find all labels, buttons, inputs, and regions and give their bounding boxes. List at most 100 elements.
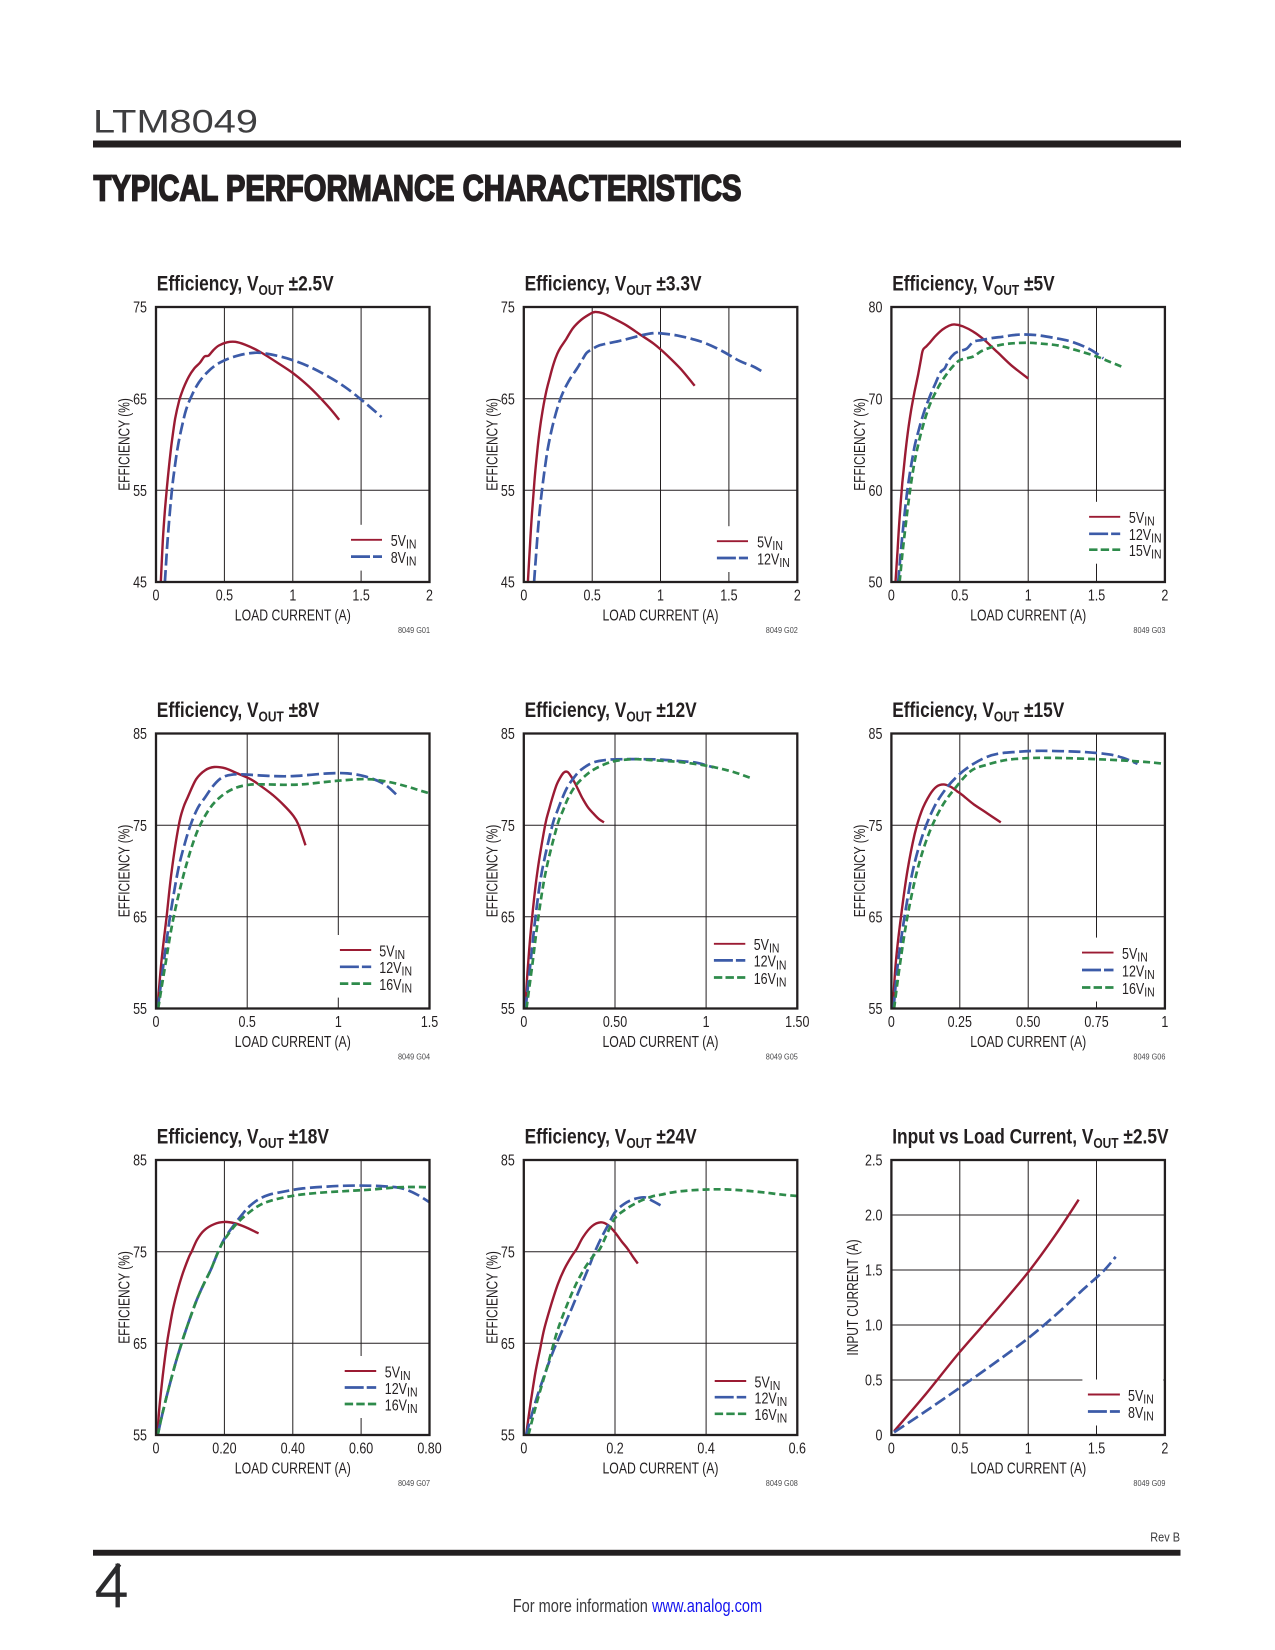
svg-text:1.5: 1.5 bbox=[720, 586, 738, 604]
svg-text:0: 0 bbox=[153, 1439, 160, 1457]
svg-text:85: 85 bbox=[133, 725, 147, 743]
svg-text:OUT: OUT bbox=[626, 709, 651, 725]
svg-text:1.0: 1.0 bbox=[865, 1316, 883, 1334]
svg-text:0.60: 0.60 bbox=[349, 1439, 373, 1457]
svg-text:65: 65 bbox=[869, 908, 883, 926]
svg-text:12V: 12V bbox=[757, 550, 780, 568]
svg-text:1.5: 1.5 bbox=[1088, 1439, 1106, 1457]
svg-text:1.5: 1.5 bbox=[1088, 586, 1106, 604]
svg-text:16V: 16V bbox=[385, 1396, 408, 1414]
svg-text:65: 65 bbox=[501, 908, 515, 926]
svg-text:75: 75 bbox=[501, 816, 515, 834]
svg-text:12V: 12V bbox=[385, 1379, 408, 1397]
svg-text:5V: 5V bbox=[1129, 509, 1145, 527]
svg-text:Efficiency, V: Efficiency, V bbox=[157, 273, 259, 296]
svg-text:8049 G07: 8049 G07 bbox=[398, 1479, 430, 1489]
svg-text:±3.3V: ±3.3V bbox=[656, 273, 701, 296]
svg-text:5V: 5V bbox=[755, 1373, 771, 1391]
svg-text:85: 85 bbox=[501, 1151, 515, 1169]
svg-text:EFFICIENCY (%): EFFICIENCY (%) bbox=[850, 825, 868, 918]
svg-text:65: 65 bbox=[133, 390, 147, 408]
svg-text:LOAD CURRENT (A): LOAD CURRENT (A) bbox=[970, 1033, 1086, 1051]
svg-text:2.5: 2.5 bbox=[865, 1151, 883, 1169]
svg-text:±18V: ±18V bbox=[289, 1126, 329, 1149]
svg-text:LOAD CURRENT (A): LOAD CURRENT (A) bbox=[235, 1033, 351, 1051]
svg-text:0.5: 0.5 bbox=[239, 1013, 257, 1031]
svg-text:0.2: 0.2 bbox=[606, 1439, 624, 1457]
svg-text:OUT: OUT bbox=[994, 282, 1019, 298]
svg-text:IN: IN bbox=[407, 1401, 417, 1416]
svg-text:2: 2 bbox=[426, 586, 433, 604]
svg-text:Efficiency, V: Efficiency, V bbox=[525, 1126, 627, 1149]
svg-text:0.5: 0.5 bbox=[216, 586, 234, 604]
svg-text:8049 G04: 8049 G04 bbox=[398, 1052, 431, 1062]
svg-text:0.20: 0.20 bbox=[212, 1439, 236, 1457]
svg-text:±8V: ±8V bbox=[289, 700, 320, 723]
svg-text:1: 1 bbox=[289, 586, 296, 604]
svg-text:LOAD CURRENT (A): LOAD CURRENT (A) bbox=[235, 606, 351, 624]
svg-text:0: 0 bbox=[888, 1013, 895, 1031]
svg-text:LOAD CURRENT (A): LOAD CURRENT (A) bbox=[235, 1459, 351, 1477]
svg-text:LOAD CURRENT (A): LOAD CURRENT (A) bbox=[970, 606, 1086, 624]
svg-text:IN: IN bbox=[400, 1368, 410, 1383]
svg-text:65: 65 bbox=[501, 1335, 515, 1353]
svg-text:0.80: 0.80 bbox=[417, 1439, 441, 1457]
svg-text:75: 75 bbox=[501, 1243, 515, 1261]
svg-text:55: 55 bbox=[133, 1426, 147, 1444]
svg-text:1: 1 bbox=[335, 1013, 342, 1031]
svg-text:IN: IN bbox=[1151, 546, 1161, 561]
svg-text:0.25: 0.25 bbox=[948, 1013, 972, 1031]
svg-text:8V: 8V bbox=[391, 549, 407, 567]
svg-text:IN: IN bbox=[402, 980, 412, 995]
svg-text:75: 75 bbox=[133, 298, 147, 316]
svg-text:5V: 5V bbox=[757, 533, 773, 551]
svg-text:16V: 16V bbox=[754, 969, 777, 987]
svg-text:1: 1 bbox=[1025, 1439, 1032, 1457]
svg-text:1: 1 bbox=[703, 1013, 710, 1031]
svg-text:IN: IN bbox=[406, 553, 416, 568]
svg-text:5V: 5V bbox=[385, 1363, 401, 1381]
svg-text:LOAD CURRENT (A): LOAD CURRENT (A) bbox=[970, 1459, 1086, 1477]
svg-text:OUT: OUT bbox=[626, 1135, 651, 1151]
svg-text:EFFICIENCY (%): EFFICIENCY (%) bbox=[483, 825, 501, 918]
svg-text:LOAD CURRENT (A): LOAD CURRENT (A) bbox=[603, 1459, 719, 1477]
svg-text:Efficiency, V: Efficiency, V bbox=[525, 700, 627, 723]
svg-text:45: 45 bbox=[133, 573, 147, 591]
svg-text:Rev B: Rev B bbox=[1150, 1530, 1180, 1545]
svg-text:55: 55 bbox=[501, 482, 515, 500]
svg-text:IN: IN bbox=[395, 947, 405, 962]
svg-text:For more information: For more information bbox=[513, 1595, 648, 1616]
svg-text:55: 55 bbox=[501, 1426, 515, 1444]
svg-text:IN: IN bbox=[777, 1394, 787, 1409]
svg-text:LOAD CURRENT (A): LOAD CURRENT (A) bbox=[603, 1033, 719, 1051]
svg-text:Efficiency, V: Efficiency, V bbox=[525, 273, 627, 296]
svg-text:IN: IN bbox=[772, 538, 782, 553]
svg-text:15V: 15V bbox=[1129, 542, 1152, 560]
svg-text:0.6: 0.6 bbox=[789, 1439, 807, 1457]
svg-text:0.40: 0.40 bbox=[281, 1439, 305, 1457]
svg-text:65: 65 bbox=[133, 908, 147, 926]
svg-text:5V: 5V bbox=[391, 532, 407, 550]
svg-text:Efficiency, V: Efficiency, V bbox=[892, 273, 994, 296]
svg-text:8049 G05: 8049 G05 bbox=[766, 1052, 799, 1062]
svg-text:IN: IN bbox=[1137, 949, 1147, 964]
svg-text:IN: IN bbox=[402, 964, 412, 979]
svg-text:8049 G02: 8049 G02 bbox=[766, 626, 798, 636]
svg-text:75: 75 bbox=[869, 816, 883, 834]
svg-text:OUT: OUT bbox=[259, 282, 284, 298]
svg-text:EFFICIENCY (%): EFFICIENCY (%) bbox=[115, 825, 133, 918]
svg-text:IN: IN bbox=[1144, 967, 1154, 982]
svg-text:75: 75 bbox=[133, 1243, 147, 1261]
svg-text:12V: 12V bbox=[755, 1389, 778, 1407]
svg-text:2: 2 bbox=[794, 586, 801, 604]
svg-text:0.5: 0.5 bbox=[865, 1371, 883, 1389]
svg-text:0.5: 0.5 bbox=[584, 586, 602, 604]
svg-text:1: 1 bbox=[1025, 586, 1032, 604]
svg-text:85: 85 bbox=[501, 725, 515, 743]
svg-text:Input vs Load Current, V: Input vs Load Current, V bbox=[892, 1126, 1093, 1149]
svg-text:0: 0 bbox=[520, 586, 527, 604]
svg-text:IN: IN bbox=[769, 941, 779, 956]
svg-text:EFFICIENCY (%): EFFICIENCY (%) bbox=[115, 1251, 133, 1344]
svg-text:IN: IN bbox=[406, 537, 416, 552]
svg-text:85: 85 bbox=[869, 725, 883, 743]
